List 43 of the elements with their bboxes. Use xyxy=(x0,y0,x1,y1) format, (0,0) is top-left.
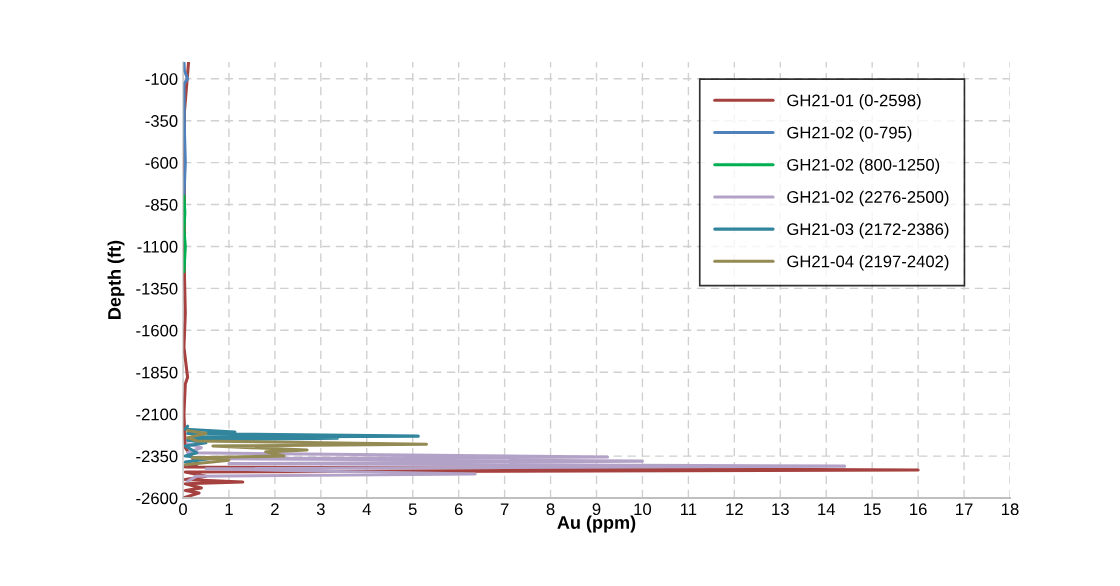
x-tick-label: 1 xyxy=(225,503,233,515)
line-series xyxy=(183,428,429,467)
y-tick-label: -100 xyxy=(145,73,178,85)
y-tick-label: -2600 xyxy=(136,492,178,505)
x-tick-label: 3 xyxy=(316,503,325,516)
y-tick-label: -850 xyxy=(145,198,178,211)
legend-label: GH21-03 (2172-2386) xyxy=(787,222,949,239)
legend-label: GH21-02 (800-1250) xyxy=(787,158,940,174)
legend-label: GH21-02 (0-795) xyxy=(787,126,912,142)
x-tick-label: 4 xyxy=(362,503,371,515)
line-series xyxy=(183,62,190,197)
x-tick-label: 7 xyxy=(500,503,509,515)
legend-label: GH21-04 (2197-2402) xyxy=(787,255,949,271)
x-tick-label: 9 xyxy=(592,503,601,516)
legend-label: GH21-02 (2276-2500) xyxy=(787,190,949,207)
x-tick-label: 8 xyxy=(546,503,555,516)
x-axis-title: Au (ppm) xyxy=(557,515,636,533)
x-tick-label: 5 xyxy=(408,503,417,516)
y-tick-label: -1350 xyxy=(136,282,178,295)
x-tick-label: 16 xyxy=(910,503,927,516)
x-tick-label: 2 xyxy=(271,503,279,515)
x-tick-label: 6 xyxy=(454,503,463,516)
x-tick-label: 14 xyxy=(818,503,835,515)
x-tick-label: 12 xyxy=(726,503,743,515)
legend-label: GH21-01 (0-2598) xyxy=(787,94,921,110)
y-axis-title: Depth (ft) xyxy=(107,240,125,319)
y-tick-label: -600 xyxy=(145,157,178,169)
line-series xyxy=(183,194,187,274)
x-tick-label: 17 xyxy=(956,503,973,515)
y-tick-label: -1100 xyxy=(137,240,178,253)
line-series xyxy=(183,424,420,464)
x-tick-label: 15 xyxy=(864,503,881,516)
y-tick-label: -2100 xyxy=(136,408,178,421)
x-tick-label: 0 xyxy=(179,503,187,516)
x-tick-label: 10 xyxy=(634,503,652,516)
y-tick-label: -1850 xyxy=(136,366,178,379)
x-tick-label: 18 xyxy=(1002,503,1019,516)
x-tick-label: 13 xyxy=(772,503,789,516)
x-tick-label: 11 xyxy=(681,503,697,515)
y-tick-label: -1600 xyxy=(136,324,178,337)
line-series xyxy=(186,442,847,483)
y-tick-label: -2350 xyxy=(136,450,178,463)
y-tick-label: -350 xyxy=(145,115,178,127)
